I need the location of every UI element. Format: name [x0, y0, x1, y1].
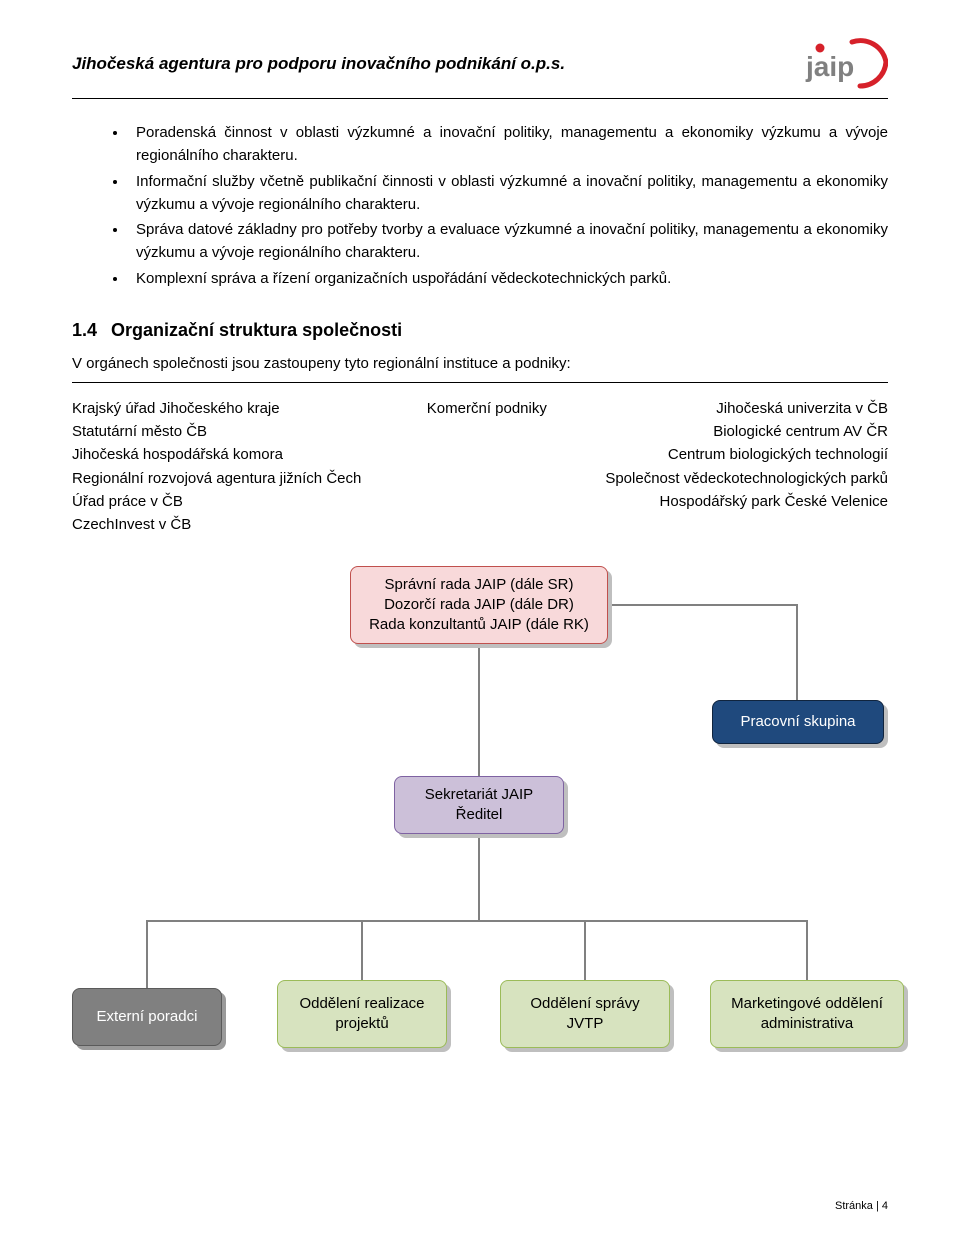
- node-jvtp-dept: Oddělení správy JVTP: [500, 980, 670, 1048]
- institution: Statutární město ČB: [72, 420, 427, 443]
- bullet-item: Poradenská činnost v oblasti výzkumné a …: [128, 121, 888, 168]
- logo-jaip: jaip: [800, 36, 888, 92]
- node-line: Sekretariát JAIP: [425, 785, 533, 805]
- bullet-item: Správa datové základny pro potřeby tvorb…: [128, 218, 888, 265]
- column-left: Krajský úřad Jihočeského kraje Statutárn…: [72, 397, 427, 537]
- section-rule: [72, 382, 888, 383]
- node-external-advisors: Externí poradci: [72, 988, 222, 1046]
- node-line: Oddělení správy: [530, 994, 639, 1014]
- page-header: Jihočeská agentura pro podporu inovačníh…: [72, 36, 888, 92]
- header-rule: [72, 98, 888, 99]
- node-project-dept: Oddělení realizace projektů: [277, 980, 447, 1048]
- column-mid: Komerční podniky: [427, 397, 569, 537]
- institution: Biologické centrum AV ČR: [569, 420, 888, 443]
- page-footer: Stránka | 4: [835, 1200, 888, 1212]
- column-right: Jihočeská univerzita v ČB Biologické cen…: [569, 397, 888, 537]
- node-line: administrativa: [761, 1014, 854, 1034]
- logo-text: jaip: [805, 51, 854, 82]
- institution: Úřad práce v ČB: [72, 490, 427, 513]
- header-title: Jihočeská agentura pro podporu inovačníh…: [72, 36, 565, 74]
- page: Jihočeská agentura pro podporu inovačníh…: [0, 0, 960, 1236]
- connector: [361, 920, 363, 980]
- node-line: Pracovní skupina: [740, 712, 855, 732]
- section-title: Organizační struktura společnosti: [111, 320, 402, 340]
- node-line: JVTP: [567, 1014, 604, 1034]
- institution: Společnost vědeckotechnologických parků: [569, 467, 888, 490]
- bullet-item: Informační služby včetně publikační činn…: [128, 170, 888, 217]
- connector: [146, 920, 808, 922]
- bullet-list: Poradenská činnost v oblasti výzkumné a …: [72, 121, 888, 290]
- section-number: 1.4: [72, 320, 97, 340]
- org-chart: Správní rada JAIP (dále SR) Dozorčí rada…: [72, 566, 888, 1076]
- connector: [608, 604, 798, 606]
- node-line: Dozorčí rada JAIP (dále DR): [384, 595, 574, 615]
- node-line: Rada konzultantů JAIP (dále RK): [369, 615, 589, 635]
- node-working-group: Pracovní skupina: [712, 700, 884, 744]
- section-intro: V orgánech společnosti jsou zastoupeny t…: [72, 355, 888, 372]
- connector: [146, 920, 148, 988]
- node-boards: Správní rada JAIP (dále SR) Dozorčí rada…: [350, 566, 608, 644]
- institution: Komerční podniky: [427, 397, 569, 420]
- connector: [806, 920, 808, 980]
- node-line: Externí poradci: [97, 1007, 198, 1027]
- node-marketing-dept: Marketingové oddělení administrativa: [710, 980, 904, 1048]
- section-heading: 1.4 Organizační struktura společnosti: [72, 320, 888, 341]
- institution-columns: Krajský úřad Jihočeského kraje Statutárn…: [72, 397, 888, 537]
- logo-svg: jaip: [800, 36, 888, 92]
- institution: Jihočeská univerzita v ČB: [569, 397, 888, 420]
- connector: [478, 834, 480, 920]
- institution: Regionální rozvojová agentura jižních Če…: [72, 467, 427, 490]
- bullet-item: Komplexní správa a řízení organizačních …: [128, 267, 888, 290]
- connector: [796, 604, 798, 700]
- connector: [584, 920, 586, 980]
- node-line: projektů: [335, 1014, 388, 1034]
- institution: Krajský úřad Jihočeského kraje: [72, 397, 427, 420]
- node-line: Ředitel: [456, 805, 503, 825]
- node-line: Marketingové oddělení: [731, 994, 883, 1014]
- node-line: Oddělení realizace: [299, 994, 424, 1014]
- institution: Centrum biologických technologií: [569, 443, 888, 466]
- institution: CzechInvest v ČB: [72, 513, 427, 536]
- institution: Jihočeská hospodářská komora: [72, 443, 427, 466]
- institution: Hospodářský park České Velenice: [569, 490, 888, 513]
- node-line: Správní rada JAIP (dále SR): [385, 575, 574, 595]
- connector: [478, 644, 480, 776]
- node-secretariat: Sekretariát JAIP Ředitel: [394, 776, 564, 834]
